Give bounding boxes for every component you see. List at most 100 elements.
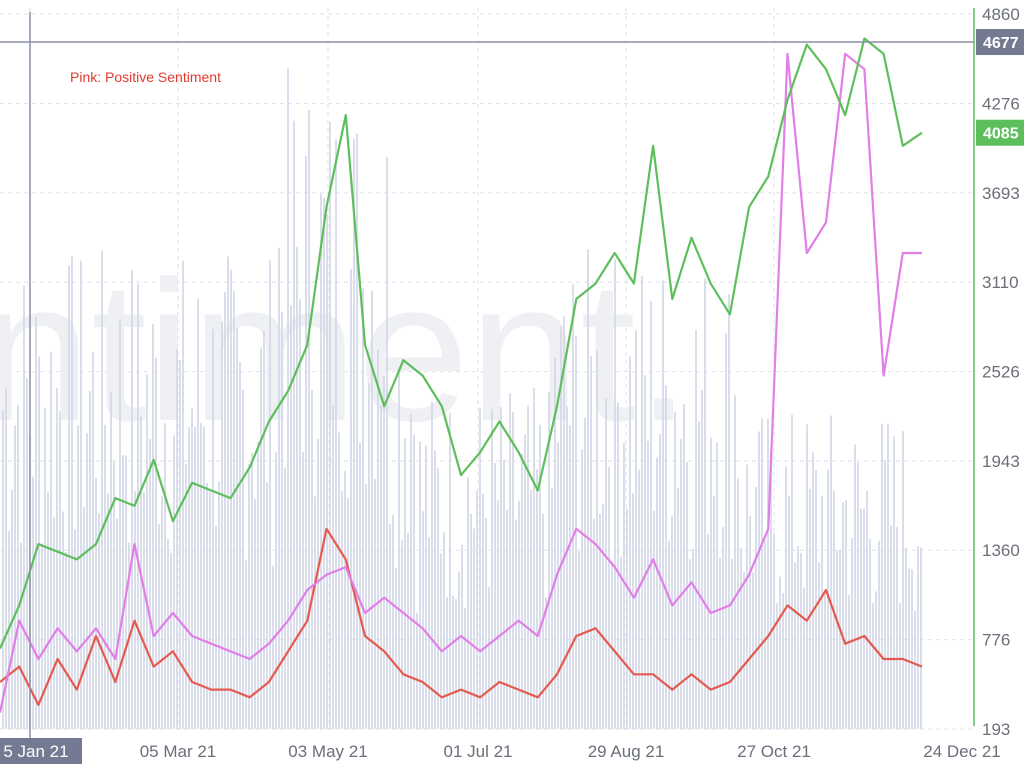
series-lines bbox=[0, 37, 923, 713]
volume-bar bbox=[107, 493, 109, 729]
volume-bar bbox=[851, 538, 853, 729]
crosshair-y-tag bbox=[976, 29, 1024, 56]
volume-bar bbox=[692, 548, 694, 729]
volume-bar bbox=[278, 247, 280, 730]
volume-bar bbox=[305, 155, 307, 730]
volume-bar bbox=[464, 607, 466, 729]
volume-bars bbox=[2, 68, 922, 730]
volume-bar bbox=[419, 441, 421, 729]
volume-bar bbox=[914, 610, 916, 729]
volume-bar bbox=[800, 552, 802, 729]
volume-bar bbox=[383, 376, 385, 729]
volume-bar bbox=[893, 436, 895, 729]
y-tick-label: 3693 bbox=[982, 184, 1020, 203]
volume-bar bbox=[734, 395, 736, 729]
volume-bar bbox=[623, 442, 625, 729]
volume-bar bbox=[230, 269, 232, 729]
volume-bar bbox=[290, 305, 292, 729]
volume-bar bbox=[788, 495, 790, 729]
volume-bar bbox=[338, 432, 340, 729]
x-axis-ticks: 5 Jan 21 05 Mar 21 03 May 21 01 Jul 21 29 Au… bbox=[0, 738, 1001, 764]
volume-bar bbox=[20, 542, 22, 729]
volume-bar bbox=[770, 449, 772, 729]
volume-bar bbox=[368, 383, 370, 729]
volume-bar bbox=[215, 525, 217, 729]
volume-bar bbox=[242, 389, 244, 729]
volume-bar bbox=[266, 482, 268, 729]
volume-bar bbox=[428, 537, 430, 729]
volume-bar bbox=[287, 68, 289, 729]
volume-bar bbox=[764, 539, 766, 729]
y-tick-label: 4860 bbox=[982, 5, 1020, 24]
volume-bar bbox=[275, 452, 277, 729]
volume-bar bbox=[917, 546, 919, 729]
volume-bar bbox=[164, 423, 166, 729]
volume-bar bbox=[683, 404, 685, 729]
volume-bar bbox=[443, 532, 445, 729]
volume-bar bbox=[656, 457, 658, 729]
volume-bar bbox=[908, 568, 910, 729]
volume-bar bbox=[413, 434, 415, 729]
volume-bar bbox=[398, 367, 400, 729]
volume-bar bbox=[335, 139, 337, 729]
volume-bar bbox=[170, 552, 172, 729]
volume-bar bbox=[899, 603, 901, 729]
volume-bar bbox=[23, 285, 25, 729]
volume-bar bbox=[605, 398, 607, 729]
volume-bar bbox=[722, 527, 724, 729]
volume-bar bbox=[554, 358, 556, 729]
volume-bar bbox=[98, 513, 100, 729]
volume-bar bbox=[902, 431, 904, 729]
volume-bar bbox=[389, 524, 391, 729]
volume-bar bbox=[578, 551, 580, 729]
volume-bar bbox=[179, 359, 181, 729]
volume-bar bbox=[380, 405, 382, 729]
volume-bar bbox=[512, 411, 514, 729]
volume-bar bbox=[404, 438, 406, 729]
volume-bar bbox=[677, 487, 679, 729]
volume-bar bbox=[467, 477, 469, 729]
volume-bar bbox=[860, 508, 862, 729]
volume-bar bbox=[80, 260, 82, 729]
volume-bar bbox=[797, 546, 799, 729]
volume-bar bbox=[803, 587, 805, 729]
volume-bar bbox=[434, 450, 436, 729]
volume-bar bbox=[755, 487, 757, 729]
volume-bar bbox=[356, 133, 358, 730]
volume-bar bbox=[485, 518, 487, 729]
volume-bar bbox=[821, 496, 823, 729]
volume-bar bbox=[38, 356, 40, 729]
volume-bar bbox=[743, 572, 745, 729]
volume-bar bbox=[875, 591, 877, 729]
volume-bar bbox=[257, 441, 259, 729]
volume-bar bbox=[50, 351, 52, 729]
volume-bar bbox=[680, 438, 682, 729]
volume-bar bbox=[206, 483, 208, 729]
x-tick-label: 01 Jul 21 bbox=[444, 742, 513, 761]
volume-bar bbox=[2, 410, 4, 729]
volume-bar bbox=[446, 596, 448, 729]
volume-bar bbox=[890, 525, 892, 729]
volume-bar bbox=[662, 280, 664, 729]
volume-bar bbox=[32, 476, 34, 729]
volume-bar bbox=[500, 407, 502, 729]
volume-bar bbox=[497, 500, 499, 729]
volume-bar bbox=[857, 462, 859, 729]
volume-bar bbox=[68, 265, 70, 729]
volume-bar bbox=[488, 587, 490, 729]
volume-bar bbox=[185, 463, 187, 729]
volume-bar bbox=[344, 471, 346, 729]
volume-bar bbox=[896, 527, 898, 729]
volume-bar bbox=[284, 467, 286, 729]
volume-bar bbox=[299, 299, 301, 729]
volume-bar bbox=[785, 466, 787, 729]
volume-bar bbox=[515, 519, 517, 729]
volume-bar bbox=[341, 490, 343, 729]
volume-bar bbox=[863, 508, 865, 729]
volume-bar bbox=[596, 350, 598, 729]
volume-bar bbox=[839, 549, 841, 729]
volume-bar bbox=[686, 461, 688, 729]
volume-bar bbox=[320, 193, 322, 729]
volume-bar bbox=[830, 415, 832, 729]
